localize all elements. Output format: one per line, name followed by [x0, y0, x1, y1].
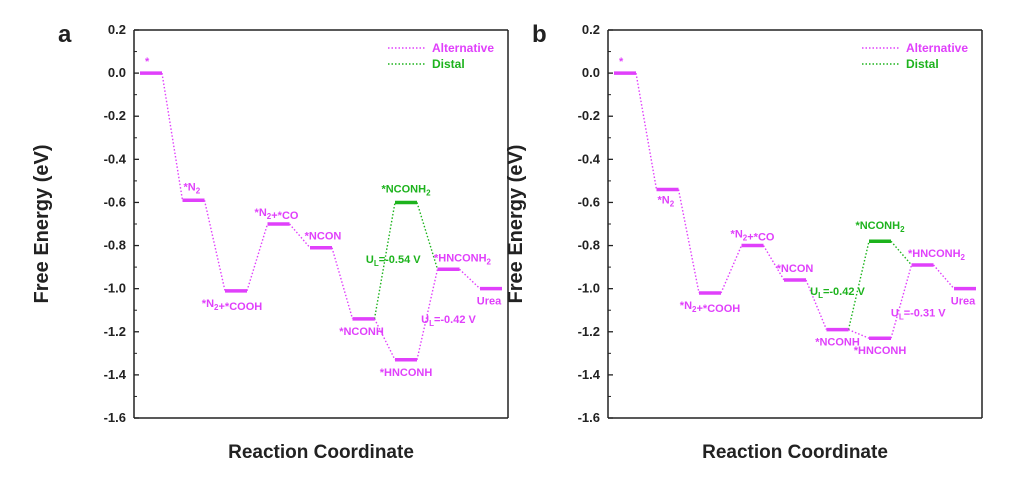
y-tick-label: -1.6: [104, 410, 126, 425]
limiting-potential-label: UL=-0.42 V: [810, 286, 865, 300]
connector-distal: [847, 241, 870, 330]
legend-entry-distal: Distal: [432, 57, 465, 71]
y-tick-label: -0.8: [578, 238, 600, 253]
limiting-potential-label: UL=-0.31 V: [891, 308, 946, 322]
panel-letter: a: [58, 21, 72, 48]
y-tick-label: -1.2: [104, 324, 126, 339]
connector-alternative: [932, 264, 955, 290]
y-tick-label: -1.6: [578, 410, 600, 425]
connector-distal: [416, 202, 439, 270]
connector-alternative: [373, 318, 396, 361]
step-label-n2: *N2: [658, 195, 675, 209]
connector-distal: [373, 202, 396, 319]
y-tick-label: -1.0: [104, 281, 126, 296]
y-tick-label: -0.6: [104, 194, 126, 209]
connector-alternative: [635, 72, 658, 190]
step-label-hnconh2: *HNCONH2: [434, 252, 492, 266]
step-label-n2cooh: *N2+*COOH: [202, 298, 262, 313]
y-tick-label: -0.4: [578, 151, 601, 166]
connector-alternative: [677, 189, 700, 294]
connector-alternative: [459, 268, 481, 290]
connector-alternative: [848, 328, 870, 339]
step-label-hnconh2: *HNCONH2: [908, 248, 966, 262]
step-label-ncon: *NCON: [305, 231, 342, 243]
step-label-nconh2: *NCONH2: [381, 183, 431, 197]
y-tick-label: -0.4: [104, 151, 127, 166]
connector-alternative: [890, 264, 913, 339]
y-axis-title: Free Energy (eV): [505, 145, 527, 304]
connector-alternative: [331, 247, 354, 320]
y-axis-title: Free Energy (eV): [31, 145, 53, 304]
step-label-hnconh: *HNCONH: [854, 345, 907, 357]
y-tick-label: -0.2: [578, 108, 600, 123]
step-label-n2co: *N2+*CO: [255, 207, 299, 222]
legend-entry-alternative: Alternative: [906, 41, 968, 55]
connector-alternative: [720, 245, 743, 294]
y-tick-label: 0.0: [108, 65, 126, 80]
x-axis-title: Reaction Coordinate: [702, 442, 888, 463]
step-label-n2: *N2: [184, 181, 201, 195]
y-tick-label: -0.8: [104, 238, 126, 253]
y-tick-label: -1.4: [578, 367, 601, 382]
y-tick-label: -0.6: [578, 194, 600, 209]
connector-alternative: [203, 200, 226, 291]
chart-panel-b: 0.2 0.0 -0.2 -0.4 -0.6 -0.8 -1.0 -1.2 -1.4 -1.6 Fr…: [505, 21, 983, 463]
step-label-hnconh: *HNCONH: [380, 367, 433, 379]
step-label-start: *: [619, 56, 624, 68]
step-label-n2cooh: *N2+*COOH: [680, 300, 740, 315]
y-tick-label: 0.2: [582, 22, 600, 37]
step-label-ncon: *NCON: [777, 263, 814, 275]
legend-entry-distal: Distal: [906, 57, 939, 71]
legend-entry-alternative: Alternative: [432, 41, 494, 55]
limiting-potential-label: UL=-0.42 V: [421, 314, 476, 328]
y-tick-label: -1.4: [104, 367, 127, 382]
panel-letter: b: [532, 21, 547, 48]
connector-alternative: [161, 72, 184, 201]
x-axis-title: Reaction Coordinate: [228, 442, 414, 463]
y-tick-label: 0.2: [108, 22, 126, 37]
step-label-nconh: *NCONH: [339, 326, 384, 338]
step-label-nconh2: *NCONH2: [855, 220, 905, 234]
limiting-potential-label: UL=-0.54 V: [366, 254, 421, 268]
chart-panel-a: 0.2 0.0 -0.2 -0.4 -0.6 -0.8 -1.0 -1.2 -1.4 -1.6 Fr…: [31, 21, 509, 463]
y-tick-label: -0.2: [104, 108, 126, 123]
step-label-n2co: *N2+*CO: [731, 229, 775, 244]
step-label-urea: Urea: [951, 296, 976, 308]
step-label-start: *: [145, 56, 150, 68]
step-label-nconh: *NCONH: [815, 337, 860, 349]
connector-alternative: [416, 269, 439, 360]
y-tick-label: -1.0: [578, 281, 600, 296]
step-label-urea: Urea: [477, 296, 502, 308]
y-tick-label: 0.0: [582, 65, 600, 80]
y-tick-label: -1.2: [578, 324, 600, 339]
connector-alternative: [246, 223, 269, 292]
